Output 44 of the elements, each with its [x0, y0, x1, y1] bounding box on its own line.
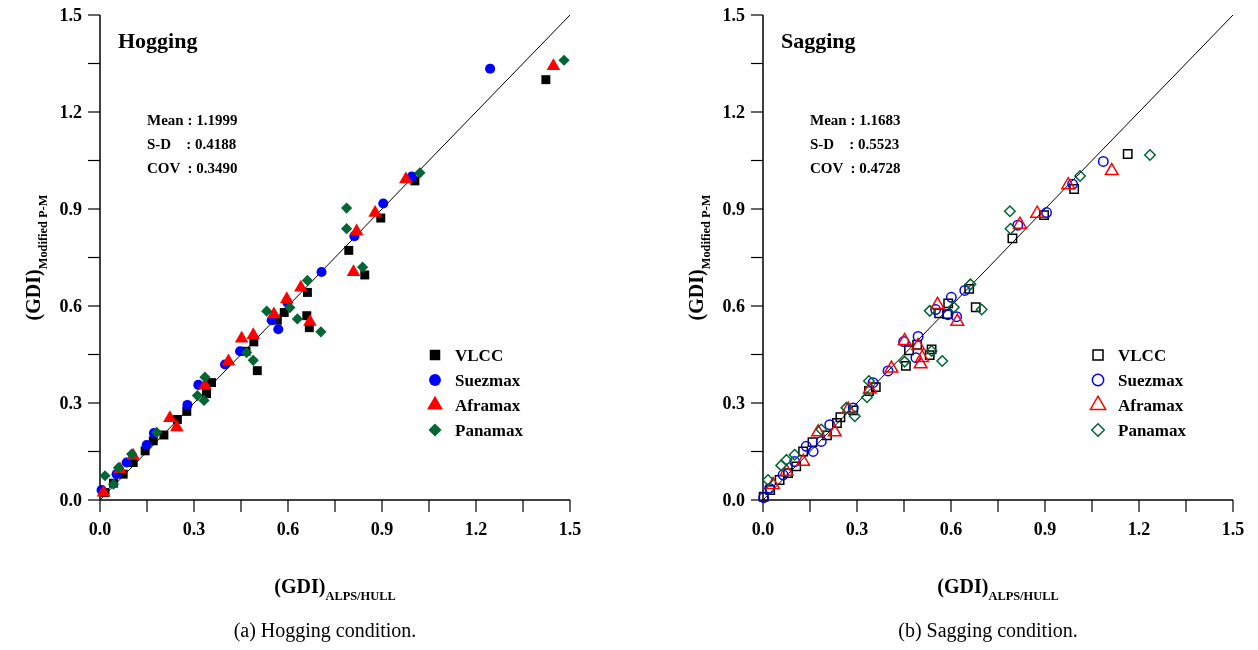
x-tick-label: 1.2 [1127, 519, 1151, 539]
y-tick-label: 0.3 [722, 393, 745, 413]
legend-label: Aframax [1118, 396, 1184, 415]
x-tick-label: 0.9 [1033, 519, 1057, 539]
x-tick-label: 0.6 [276, 519, 300, 539]
annotation: S-D : 0.5523 [810, 136, 900, 152]
y-tick-label: 1.2 [59, 102, 82, 122]
y-tick-label: 0.6 [59, 296, 82, 316]
x-tick-label: 0.0 [751, 519, 775, 539]
y-tick-label: 0.6 [722, 296, 745, 316]
text: Hogging [118, 28, 198, 53]
y-tick-label: 0.0 [59, 490, 82, 510]
text: Sagging [781, 28, 856, 53]
text: (b) Sagging condition. [898, 619, 1078, 642]
x-tick-label: 0.3 [845, 519, 869, 539]
y-tick-label: 0.9 [722, 199, 745, 219]
legend-label: VLCC [455, 346, 504, 365]
legend-label: VLCC [1118, 346, 1167, 365]
x-tick-label: 1.5 [558, 519, 582, 539]
annotation: COV : 0.4728 [810, 160, 901, 176]
legend-label: Panamax [455, 421, 524, 440]
y-tick-label: 0.3 [59, 393, 82, 413]
y-tick-label: 0.0 [722, 490, 745, 510]
y-tick-label: 1.5 [59, 5, 82, 25]
annotation: Mean : 1.1999 [147, 112, 238, 128]
legend-label: Aframax [455, 396, 521, 415]
y-tick-label: 1.2 [722, 102, 745, 122]
x-tick-label: 0.0 [88, 519, 112, 539]
y-tick-label: 0.9 [59, 199, 82, 219]
x-tick-label: 1.5 [1221, 519, 1245, 539]
legend-label: Suezmax [455, 371, 521, 390]
text: (a) Hogging condition. [233, 619, 417, 642]
legend-label: Suezmax [1118, 371, 1184, 390]
x-tick-label: 1.2 [464, 519, 488, 539]
annotation: Mean : 1.1683 [810, 112, 901, 128]
x-tick-label: 0.3 [182, 519, 206, 539]
y-tick-label: 1.5 [722, 5, 745, 25]
x-tick-label: 0.6 [939, 519, 963, 539]
legend-label: Panamax [1118, 421, 1187, 440]
x-tick-label: 0.9 [370, 519, 394, 539]
annotation: S-D : 0.4188 [147, 136, 237, 152]
x-axis-title: (GDI)$_{ALPS/HULL}$ [937, 575, 1059, 603]
annotation: COV : 0.3490 [147, 160, 238, 176]
x-axis-title: (GDI)$_{ALPS/HULL}$ [274, 575, 396, 603]
